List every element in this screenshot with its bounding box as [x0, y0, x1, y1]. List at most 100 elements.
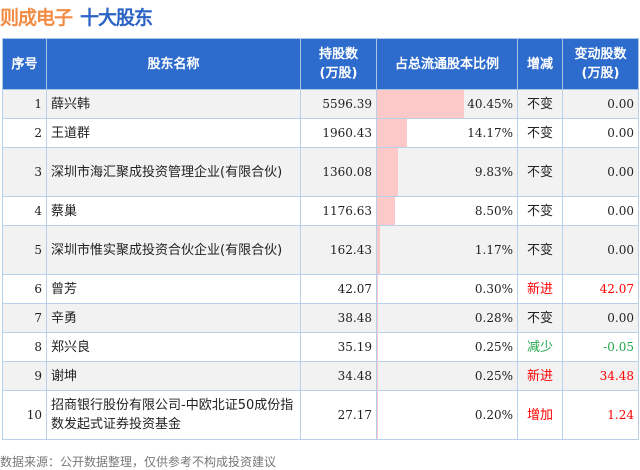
rank-cell: 8 — [2, 332, 47, 362]
rank-cell: 10 — [2, 390, 47, 440]
change-cell: 不变 — [517, 225, 563, 275]
delta-cell: 0.00 — [562, 118, 639, 148]
source-note: 数据来源：公开数据整理，仅供参考不构成投资建议 — [0, 455, 277, 469]
rank-cell: 4 — [2, 196, 47, 226]
shares-cell: 34.48 — [300, 361, 377, 391]
shares-cell: 5596.39 — [300, 89, 377, 119]
change-cell: 不变 — [517, 89, 563, 119]
change-cell: 不变 — [517, 303, 563, 333]
delta-cell: 1.24 — [562, 390, 639, 440]
delta-cell: 34.48 — [562, 361, 639, 391]
ratio-bar — [377, 90, 464, 118]
shareholder-name: 薛兴韩 — [46, 89, 301, 119]
ratio-bar — [377, 197, 396, 225]
change-cell: 新进 — [517, 274, 563, 304]
ratio-label: 14.17% — [467, 125, 513, 140]
table-row: 4 蔡巢 1176.63 8.50% 不变 0.00 — [2, 196, 639, 226]
shareholder-name: 深圳市海汇聚成投资管理企业(有限合伙) — [46, 147, 301, 197]
shareholder-name: 辛勇 — [46, 303, 301, 333]
ratio-cell: 0.20% — [376, 390, 518, 440]
change-cell: 不变 — [517, 147, 563, 197]
delta-cell: 42.07 — [562, 274, 639, 304]
ratio-label: 0.28% — [474, 310, 513, 325]
delta-cell: 0.00 — [562, 89, 639, 119]
ratio-label: 8.50% — [474, 203, 513, 218]
rank-cell: 7 — [2, 303, 47, 333]
rank-cell: 6 — [2, 274, 47, 304]
rank-cell: 5 — [2, 225, 47, 275]
ratio-label: 0.20% — [474, 407, 513, 422]
shares-cell: 35.19 — [300, 332, 377, 362]
ratio-label: 0.25% — [474, 368, 513, 383]
header-shares: 持股数 (万股) — [300, 38, 377, 90]
change-cell: 新进 — [517, 361, 563, 391]
table-row: 7 辛勇 38.48 0.28% 不变 0.00 — [2, 303, 639, 333]
ratio-label: 40.45% — [467, 96, 513, 111]
change-cell: 不变 — [517, 118, 563, 148]
shareholder-name: 王道群 — [46, 118, 301, 148]
ratio-cell: 8.50% — [376, 196, 518, 226]
shareholder-name: 谢坤 — [46, 361, 301, 391]
ratio-cell: 40.45% — [376, 89, 518, 119]
table-header: 序号 股东名称 持股数 (万股) 占总流通股本比例 增减 变动股数 (万股) — [2, 38, 639, 90]
header-rank: 序号 — [2, 38, 47, 90]
table-row: 10 招商银行股份有限公司-中欧北证50成份指数发起式证券投资基金 27.17 0.2… — [2, 390, 639, 440]
ratio-cell: 0.25% — [376, 332, 518, 362]
change-cell: 不变 — [517, 196, 563, 226]
table-row: 6 曾芳 42.07 0.30% 新进 42.07 — [2, 274, 639, 304]
ratio-bar — [377, 119, 408, 147]
shares-cell: 1360.08 — [300, 147, 377, 197]
shares-cell: 42.07 — [300, 274, 377, 304]
table-row: 8 郑兴良 35.19 0.25% 减少 -0.05 — [2, 332, 639, 362]
header-delta: 变动股数 (万股) — [562, 38, 639, 90]
shares-cell: 162.43 — [300, 225, 377, 275]
rank-cell: 2 — [2, 118, 47, 148]
table-row: 3 深圳市海汇聚成投资管理企业(有限合伙) 1360.08 9.83% 不变 0.00 — [2, 147, 639, 197]
rank-cell: 3 — [2, 147, 47, 197]
ratio-bar — [377, 226, 380, 274]
change-cell: 减少 — [517, 332, 563, 362]
ratio-cell: 1.17% — [376, 225, 518, 275]
shareholder-name: 郑兴良 — [46, 332, 301, 362]
table-row: 2 王道群 1960.43 14.17% 不变 0.00 — [2, 118, 639, 148]
title-subtitle: 十大股东 — [80, 7, 153, 29]
header-change: 增减 — [517, 38, 563, 90]
table-row: 1 薛兴韩 5596.39 40.45% 不变 0.00 — [2, 89, 639, 119]
header-name: 股东名称 — [46, 38, 301, 90]
ratio-cell: 0.25% — [376, 361, 518, 391]
ratio-cell: 0.28% — [376, 303, 518, 333]
ratio-cell: 9.83% — [376, 147, 518, 197]
shares-cell: 1176.63 — [300, 196, 377, 226]
company-name: 则成电子 — [0, 7, 73, 29]
ratio-bar — [377, 304, 378, 332]
ratio-label: 0.25% — [474, 339, 513, 354]
shares-cell: 38.48 — [300, 303, 377, 333]
ratio-bar — [377, 333, 378, 361]
table-row: 9 谢坤 34.48 0.25% 新进 34.48 — [2, 361, 639, 391]
ratio-label: 0.30% — [474, 281, 513, 296]
ratio-label: 1.17% — [474, 242, 513, 257]
ratio-label: 9.83% — [474, 164, 513, 179]
delta-cell: 0.00 — [562, 147, 639, 197]
shareholder-name: 招商银行股份有限公司-中欧北证50成份指数发起式证券投资基金 — [46, 390, 301, 440]
shareholders-table: 序号 股东名称 持股数 (万股) 占总流通股本比例 增减 变动股数 (万股) 1 薛兴韩 55… — [2, 38, 639, 440]
ratio-bar — [377, 275, 378, 303]
rank-cell: 9 — [2, 361, 47, 391]
ratio-cell: 14.17% — [376, 118, 518, 148]
shareholder-name: 深圳市惟实聚成投资合伙企业(有限合伙) — [46, 225, 301, 275]
shareholder-name: 曾芳 — [46, 274, 301, 304]
header-ratio: 占总流通股本比例 — [376, 38, 518, 90]
table-row: 5 深圳市惟实聚成投资合伙企业(有限合伙) 162.43 1.17% 不变 0.00 — [2, 225, 639, 275]
shareholder-name: 蔡巢 — [46, 196, 301, 226]
shares-cell: 1960.43 — [300, 118, 377, 148]
ratio-bar — [377, 362, 378, 390]
delta-cell: 0.00 — [562, 303, 639, 333]
ratio-cell: 0.30% — [376, 274, 518, 304]
ratio-bar — [377, 148, 399, 196]
shares-cell: 27.17 — [300, 390, 377, 440]
change-cell: 增加 — [517, 390, 563, 440]
page-title: 则成电子 十大股东 — [0, 3, 153, 30]
rank-cell: 1 — [2, 89, 47, 119]
delta-cell: 0.00 — [562, 196, 639, 226]
delta-cell: 0.00 — [562, 225, 639, 275]
